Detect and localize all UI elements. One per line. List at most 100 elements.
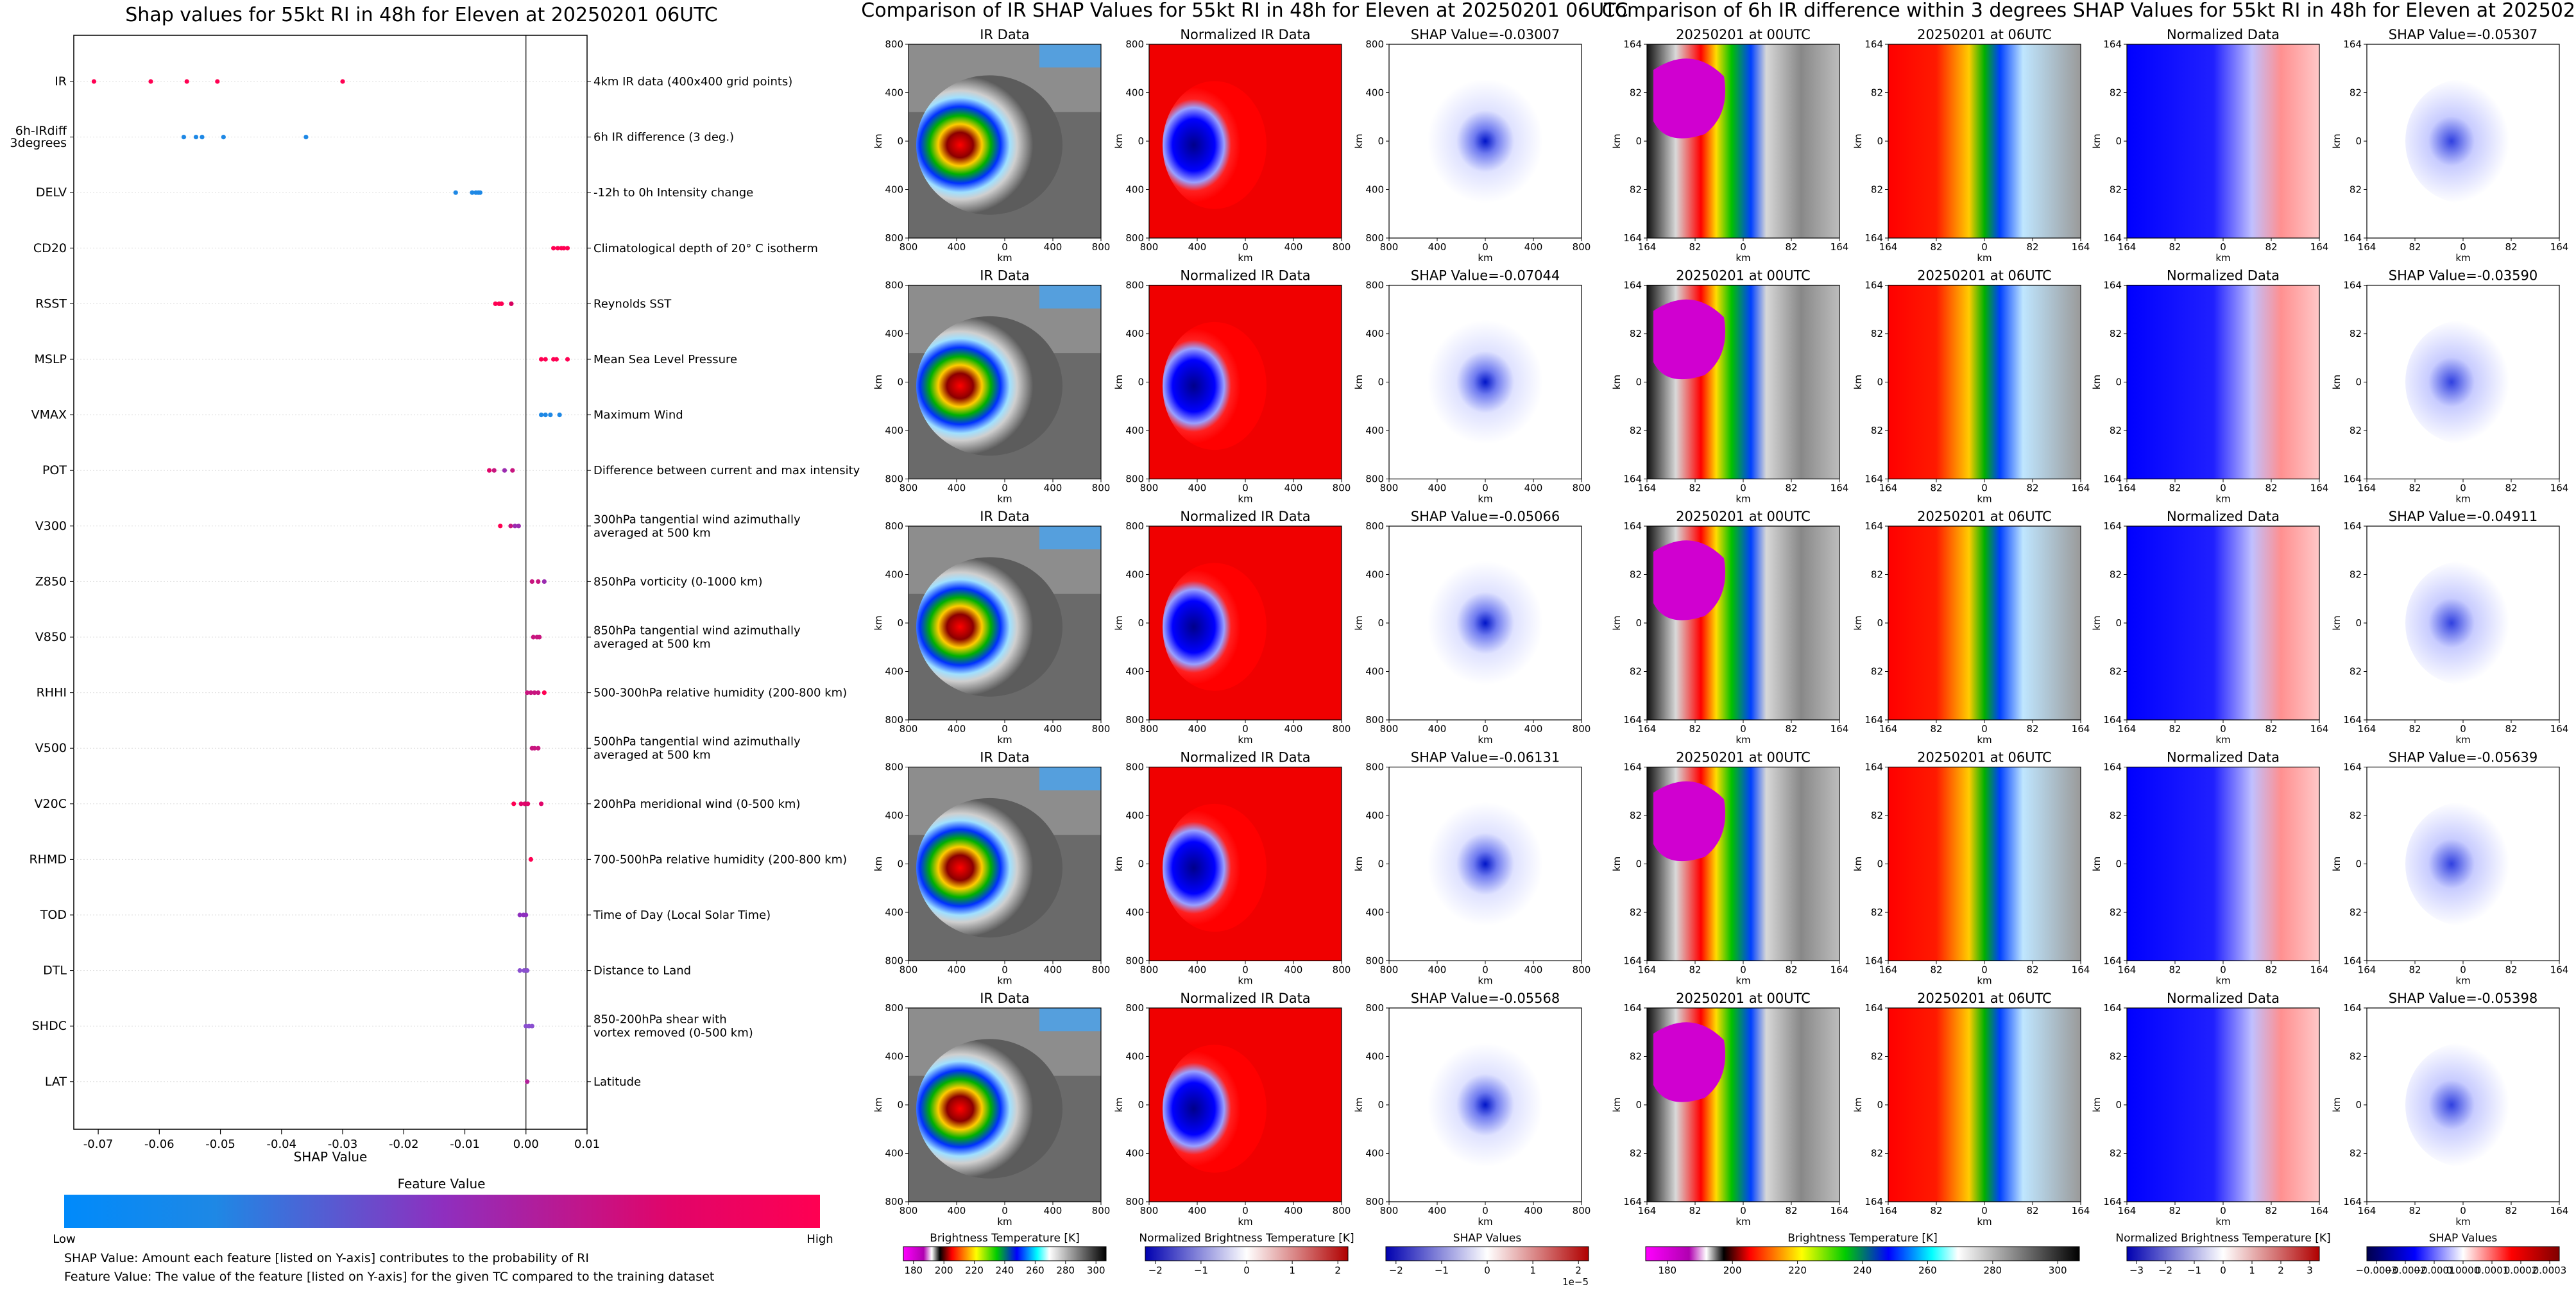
x-tick-label: 800 [1333,964,1351,976]
ir-storm-core [916,316,1062,456]
panel-title: SHAP Value=-0.05398 [2389,991,2538,1006]
shap-point [200,135,205,140]
y-tick-label: 164 [1864,232,1883,244]
x-tick-label: 800 [1333,1205,1351,1216]
shap-point [510,468,515,473]
x-tick-label: 0 [1242,482,1249,494]
y-tick-label: 164 [1623,1002,1642,1014]
norm-storm-core [1163,81,1267,209]
ir-cold-cloud [1039,1008,1101,1032]
shap-point [537,635,542,640]
y-tick-label: 400 [1365,425,1384,436]
x-tick-label: 0 [1002,1205,1008,1216]
y-tick-label: 800 [1125,762,1144,773]
colorbar-tick-label: 300 [2049,1265,2067,1276]
x-tick-label: 164 [1879,482,1898,494]
y-axis-label: km [2331,857,2342,871]
y-tick-label: 0 [1138,858,1144,870]
x-tick-label: 0 [2460,482,2466,494]
y-tick-label: 400 [1125,666,1144,678]
y-tick-label: 0 [2355,858,2362,870]
x-tick-label: 164 [1830,964,1849,976]
feature-label: DTL [43,964,67,978]
cold-cloud-blob [1653,781,1725,862]
y-tick-label: 400 [885,1051,903,1063]
y-tick-label: 0 [1378,858,1384,870]
shap-point [491,468,497,473]
x-tick-label: 164 [1638,1205,1657,1216]
x-tick-label: 82 [1930,482,1942,494]
y-tick-label: 82 [1871,666,1883,678]
x-tick-label: 400 [1284,482,1303,494]
x-tick-label: 0 [1242,241,1249,253]
shap-summary-title: Shap values for 55kt RI in 48h for Eleve… [125,4,717,26]
x-tick-label: 400 [1524,1205,1543,1216]
x-tick-label: 0 [1740,723,1746,735]
x-axis-label: km [1478,493,1492,505]
y-tick-label: 164 [2103,232,2122,244]
x-tick-label: 164 [2358,1205,2376,1216]
shap-point [525,690,530,696]
y-tick-label: 164 [2343,280,2362,291]
shap-point [548,413,553,418]
y-axis-label: km [1113,1097,1125,1112]
y-axis-label: km [2331,375,2342,389]
x-tick-label: 400 [1524,964,1543,976]
x-tick-label: 164 [2358,964,2376,976]
y-axis-label: km [1113,133,1125,148]
x-tick-label: 800 [1092,241,1111,253]
panel-title: IR Data [980,991,1030,1006]
irdiff-image [2127,526,2319,720]
x-tick-label: 82 [2169,723,2181,735]
y-tick-label: 400 [1125,907,1144,918]
colorbar-tick-label: 2 [1575,1265,1582,1276]
x-tick-label: 400 [1188,723,1207,735]
shap-point [525,1079,530,1084]
colorbar-tick-label: 200 [1723,1265,1742,1276]
y-axis-label: km [1353,1097,1365,1112]
x-tick-label: 400 [1524,482,1543,494]
y-tick-label: 400 [1125,1051,1144,1063]
y-tick-label: 82 [2350,184,2362,196]
colorbar [2366,1246,2560,1261]
shap-point [542,690,547,696]
y-tick-label: 82 [2110,907,2122,918]
x-tick-label: 400 [1524,723,1543,735]
y-tick-label: 400 [1365,87,1384,99]
y-tick-label: 82 [2350,907,2362,918]
colorbar-tick-label: 3 [2307,1265,2313,1276]
shap-points [91,79,570,1084]
y-axis-label: km [1113,857,1125,871]
shap-point [525,801,531,807]
panel-title: Normalized Data [2167,27,2280,42]
x-axis-label: km [2455,734,2470,746]
colorbar-high-label: High [806,1233,833,1246]
feature-label: VMAX [31,408,67,422]
x-tick-label: 164 [2550,482,2569,494]
x-tick-label: 0 [2220,723,2226,735]
x-axis-ticks: -0.07 -0.06 -0.05 -0.04 -0.03 -0.02 -0.01 0.00 0… [83,1129,600,1151]
shap-point [499,301,504,306]
x-tick-label: 800 [1380,723,1399,735]
panel-title: 20250201 at 06UTC [1917,750,2052,765]
y-tick-label: 800 [1125,474,1144,485]
ir-cold-cloud [1039,526,1101,550]
y-tick-label: 164 [2343,474,2362,485]
x-tick-label: 0 [2220,482,2226,494]
x-tick-label: 164 [2310,1205,2329,1216]
x-axis-label: km [1736,252,1750,264]
x-tick-label: 400 [948,964,966,976]
x-tick-label: 0 [1740,964,1746,976]
colorbar-tick-label: 220 [1788,1265,1807,1276]
feature-description: 500hPa tangential wind azimuthally [593,735,801,749]
x-axis-label: km [2455,1216,2470,1227]
x-tick-label: 400 [1044,1205,1062,1216]
x-tick-label: 82 [2026,1205,2038,1216]
x-tick-label: 400 [1044,964,1062,976]
y-tick-label: 0 [1635,377,1642,388]
x-tick-label: 164 [2118,723,2137,735]
x-tick-label: 400 [1188,482,1207,494]
shap-point [557,413,562,418]
x-axis-label: km [1478,734,1492,746]
feature-description: vortex removed (0-500 km) [593,1027,753,1040]
